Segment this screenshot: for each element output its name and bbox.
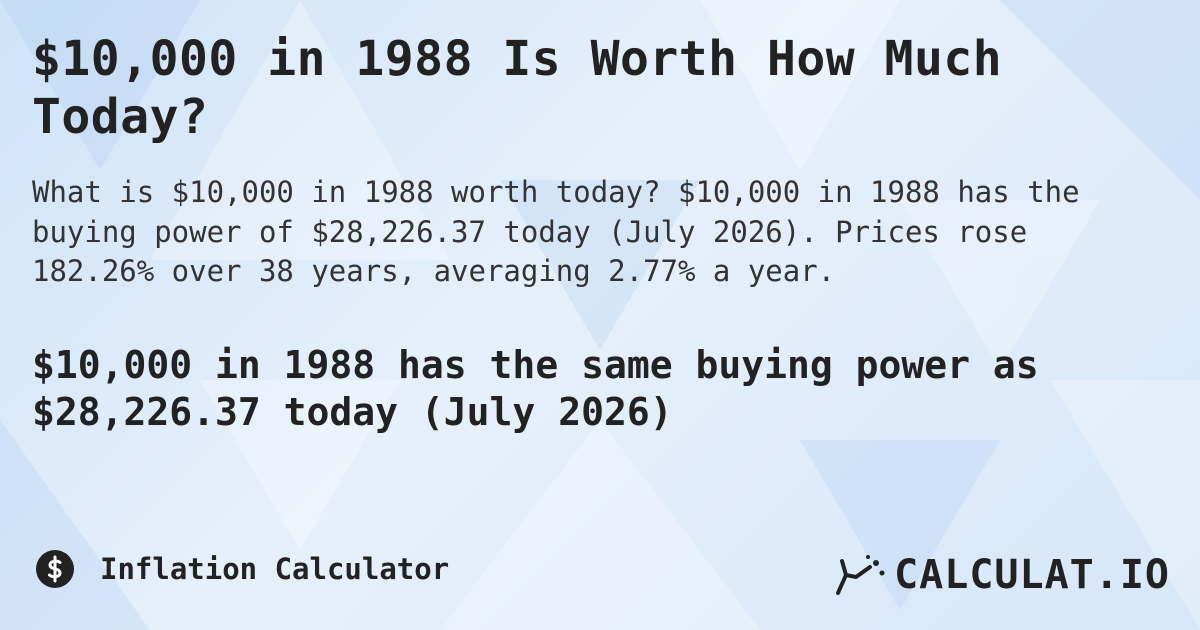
brand: CALCULAT.IO xyxy=(834,552,1170,598)
category-label: Inflation Calculator xyxy=(100,552,450,586)
dollar-icon xyxy=(36,550,74,588)
highlight: $10,000 in 1988 has the same buying powe… xyxy=(32,343,1039,434)
title: $10,000 in 1988 Is Worth How Much Today? xyxy=(32,31,1003,145)
summary: What is $10,000 in 1988 worth today? $10… xyxy=(32,175,1080,288)
footer-category: Inflation Calculator xyxy=(36,550,449,588)
brand-icon xyxy=(836,555,885,595)
brand-name: CALCULAT.IO xyxy=(894,552,1170,598)
